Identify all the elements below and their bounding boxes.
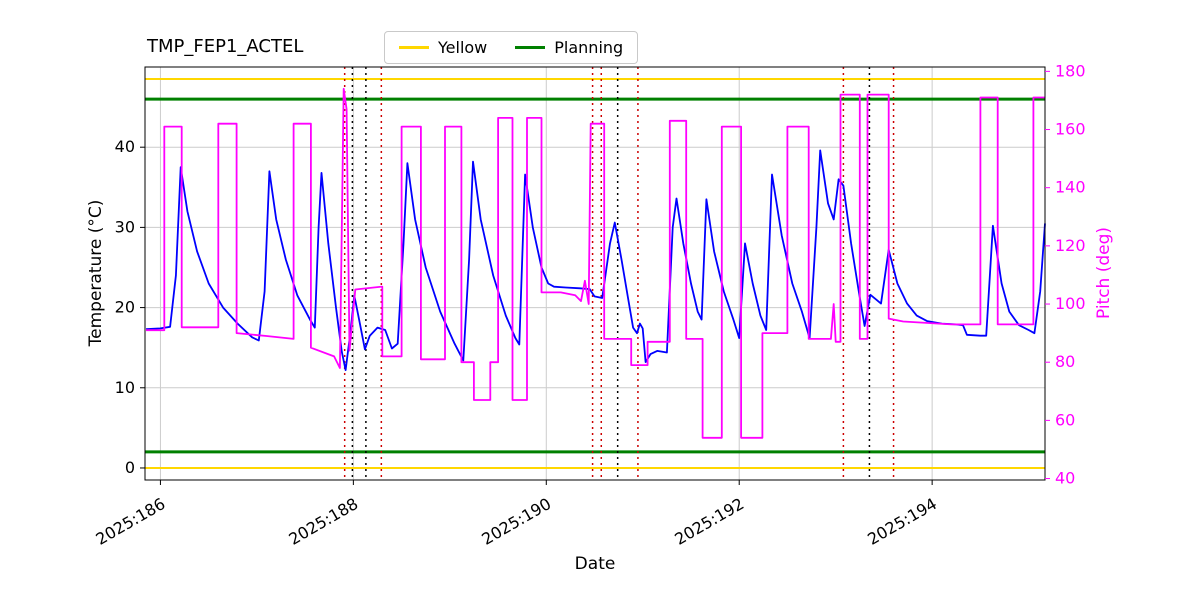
y-right-tick-label: 40: [1055, 469, 1075, 488]
x-axis-label: Date: [574, 554, 616, 574]
y-right-tick-label: 140: [1055, 178, 1086, 197]
y-left-tick-label: 0: [125, 458, 135, 477]
series-temperature: [145, 149, 1046, 372]
chart-title: TMP_FEP1_ACTEL: [147, 36, 304, 57]
y-right-tick-label: 100: [1055, 294, 1086, 313]
legend-label-planning: Planning: [554, 38, 624, 57]
y-left-tick-label: 30: [115, 217, 135, 236]
y-right-tick-label: 80: [1055, 352, 1075, 371]
y-left-tick-label: 20: [115, 298, 135, 317]
y-left-tick-label: 40: [115, 137, 135, 156]
y-axis-label-right: Pitch (deg): [1094, 226, 1114, 320]
y-right-tick-label: 60: [1055, 410, 1075, 429]
legend: Yellow Planning: [384, 31, 639, 64]
axes-frame: [144, 66, 1046, 481]
x-tick-label: 2025:188: [285, 494, 361, 549]
legend-item-yellow: Yellow: [399, 38, 487, 57]
x-tick-label: 2025:186: [93, 494, 169, 549]
y-right-tick-label: 180: [1055, 61, 1086, 80]
planning-line-swatch: [515, 46, 546, 49]
y-right-tick-label: 120: [1055, 236, 1086, 255]
yellow-line-swatch: [399, 46, 429, 49]
x-tick-label: 2025:190: [478, 494, 554, 549]
series-pitch: [146, 87, 1045, 439]
y-right-tick-label: 160: [1055, 120, 1086, 139]
x-tick-label: 2025:192: [671, 494, 747, 549]
y-left-tick-label: 10: [115, 378, 135, 397]
legend-label-yellow: Yellow: [438, 38, 488, 57]
legend-item-planning: Planning: [515, 38, 623, 57]
x-tick-label: 2025:194: [864, 494, 940, 549]
y-axis-label-left: Temperature (°C): [86, 199, 106, 347]
